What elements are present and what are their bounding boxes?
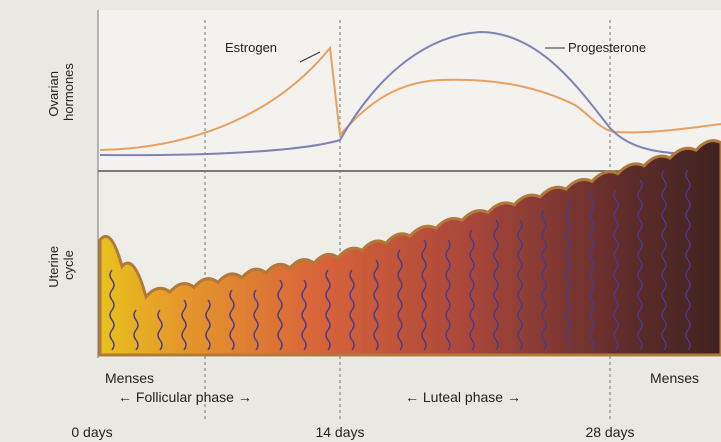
gland — [637, 179, 643, 351]
gland — [349, 269, 355, 351]
gland — [301, 279, 307, 351]
day-label: 14 days — [315, 424, 364, 440]
curve-label: Estrogen — [225, 40, 277, 55]
label-line: Ovarian — [46, 71, 61, 117]
phase-label: ← Follicular phase → — [118, 389, 252, 405]
gland — [493, 219, 499, 351]
pointer — [299, 51, 321, 63]
gland — [661, 169, 667, 351]
gland — [205, 299, 211, 351]
gland — [421, 239, 427, 351]
curve-label: Progesterone — [568, 40, 646, 55]
gland — [613, 189, 619, 351]
day-label: 0 days — [71, 424, 112, 440]
gland — [517, 219, 523, 351]
gland — [133, 309, 139, 351]
phase-label: Menses — [650, 370, 699, 386]
gland — [397, 249, 403, 351]
label-line: Uterine — [46, 246, 61, 288]
gland — [253, 289, 259, 351]
panel-label: Uterine cycle — [46, 242, 76, 288]
glands — [109, 169, 691, 351]
phase-label: Menses — [105, 370, 154, 386]
endometrium — [98, 139, 721, 357]
estrogen-curve — [99, 45, 721, 151]
hormone-panel — [98, 10, 721, 170]
label-line: hormones — [61, 63, 76, 121]
gland — [685, 169, 691, 351]
gland — [157, 309, 163, 351]
progesterone-curve — [99, 30, 721, 157]
gland — [325, 269, 331, 351]
gland — [109, 269, 115, 351]
gland — [469, 229, 475, 351]
gland — [541, 209, 547, 351]
gland — [589, 189, 595, 351]
label-line: cycle — [61, 250, 76, 280]
gland — [229, 289, 235, 351]
gland — [277, 279, 283, 351]
phase-label: ← Luteal phase → — [405, 389, 521, 405]
gland — [445, 239, 451, 351]
gland — [181, 299, 187, 351]
gland — [565, 199, 571, 351]
panel-label: Ovarian hormones — [46, 63, 76, 121]
gland — [373, 259, 379, 351]
day-label: 28 days — [585, 424, 634, 440]
